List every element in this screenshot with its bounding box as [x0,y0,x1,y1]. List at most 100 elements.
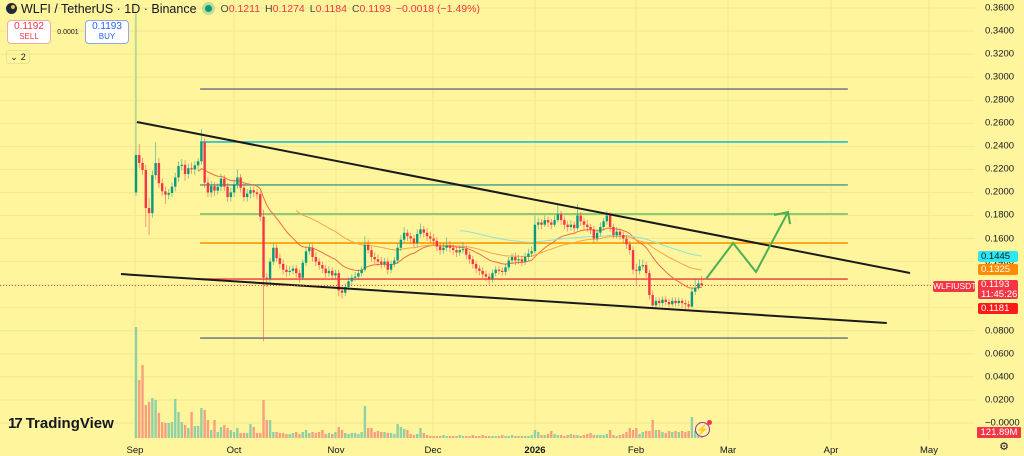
volume-bar [579,436,582,438]
price-tick-label: −0.0000 [985,417,1020,429]
volume-bar [383,432,386,438]
volume-bar [363,406,367,438]
indicators-collapse-button[interactable]: ⌄ 2 [6,50,30,64]
volume-bar [501,434,504,438]
volume-bar [445,436,448,438]
candle-body [625,238,628,245]
candle-body [167,193,170,195]
volume-bar [255,432,259,438]
price-tick-label: 0.2000 [985,186,1015,198]
volume-bar [416,434,419,438]
candle-body [478,268,481,271]
candle-body [308,247,311,252]
symbol-header[interactable]: WLFI / TetherUS · 1D · Binance O0.1211 H… [6,1,480,16]
tradingview-logo[interactable]: 17 TradingView [8,415,114,432]
time-tick-label: Dec [424,445,442,456]
volume-bar [311,432,314,438]
candle-body [239,177,242,188]
candle-body [429,236,432,239]
candle-body [471,259,475,264]
candle-body [353,276,357,278]
volume-bar [196,426,200,438]
volume-bar [533,430,537,438]
candle-body [275,247,278,259]
candle-body [232,184,236,193]
volume-bar [151,398,154,438]
candle-body [667,301,671,305]
candle-body [386,261,389,270]
candle-body [219,178,223,187]
projection-path[interactable] [705,211,789,280]
volume-bar [484,436,488,438]
candle-body [177,165,180,178]
volume-bar [138,380,141,438]
candle-body [180,164,183,166]
candle-body [226,186,229,198]
volume-bar [160,422,164,438]
candle-body [638,266,641,271]
time-tick-label: Oct [226,445,242,456]
volume-bar [406,430,409,438]
volume-bar [213,420,216,438]
volume-bar [389,432,393,438]
volume-bar [559,434,563,438]
candle-body [216,186,219,191]
trendlines[interactable] [120,121,911,325]
candle-body [425,232,429,237]
candle-body [510,256,514,261]
volume-bar [350,432,354,438]
horizontal-levels[interactable] [200,88,848,339]
candle-body [674,300,677,304]
candle-body [187,168,190,174]
volume-bar [324,434,327,438]
volume-bar [331,434,334,438]
candle-body [465,248,468,255]
time-tick-label: Sep [126,445,144,456]
volume-bar [242,432,246,438]
price-tick-label: 0.0800 [985,325,1015,337]
candle-body [324,268,327,274]
volume-bar [690,416,694,438]
buy-button[interactable]: 0.1193 BUY [85,20,129,44]
candle-body [259,194,262,217]
candle-body [268,261,272,279]
candle-body [442,247,445,251]
symbol-price-label: WLFIUSDT [933,281,977,292]
volume-bar [147,402,151,438]
lower-support-trendline[interactable] [120,273,887,325]
volume-bar [658,430,661,438]
wlfi-coin-icon [6,3,17,14]
candle-body [419,229,422,234]
volume-bar [223,424,226,438]
candle-body [599,227,602,233]
volume-bar [412,434,416,438]
volume-bar [602,434,605,438]
candle-body [380,261,383,264]
volume-bar [435,436,439,438]
volume-bar [563,436,566,438]
time-tick-label: Nov [327,445,345,456]
volume-bar [353,432,357,438]
volume-bar [458,434,461,438]
volume-bar [471,434,475,438]
volume-bar [252,426,255,438]
symbol-title[interactable]: WLFI / TetherUS · 1D · Binance [21,1,197,16]
settings-gear-icon[interactable]: ⚙ [999,441,1009,453]
volume-bar [301,432,304,438]
volume-bar [595,434,599,438]
lightning-alert-icon[interactable]: ⚡ [695,420,712,437]
projection-arrow[interactable] [705,210,792,280]
candle-body [680,300,684,304]
volume-bar [402,428,406,438]
sell-button[interactable]: 0.1192 SELL [7,20,51,44]
volume-bar [344,432,347,438]
candle-body [631,250,635,270]
ema-line [197,168,702,289]
candle-body [141,162,144,170]
volume-bar [514,436,517,438]
candle-body [438,246,442,251]
upper-resistance-trendline[interactable] [136,121,911,275]
candle-body [491,273,494,279]
volume-bar [448,436,452,438]
